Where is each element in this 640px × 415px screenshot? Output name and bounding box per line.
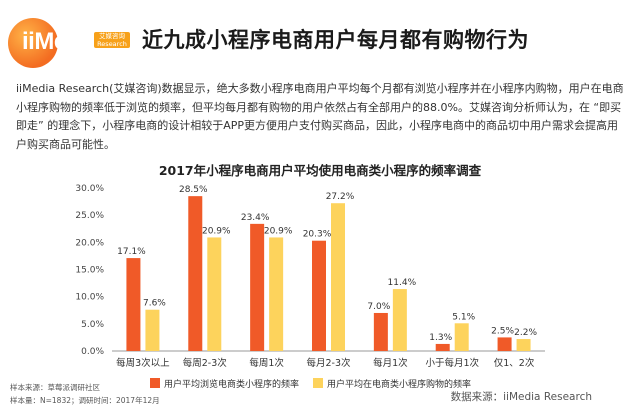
data-label: 2.2% <box>514 328 537 338</box>
bar-series2 <box>145 309 160 351</box>
data-label: 28.5% <box>179 185 208 195</box>
y-tick-label: 25.0% <box>75 211 104 221</box>
logo-badge: 艾媒咨询 Research <box>94 32 130 48</box>
data-source: 数据来源：iiMedia Research <box>450 391 592 403</box>
data-label: 23.4% <box>241 213 270 223</box>
logo-text: iiMedia <box>22 28 100 55</box>
chart-legend: 用户平均浏览电商类小程序的频率 用户平均在电商类小程序购物的频率 <box>150 376 485 390</box>
data-label: 20.9% <box>202 226 231 236</box>
data-label: 2.5% <box>491 326 514 336</box>
sample-size-note: 样本量：N=1832；调研时间：2017年12月 <box>10 396 160 405</box>
data-label: 7.0% <box>367 302 390 312</box>
category-label: 每月1次 <box>373 357 408 369</box>
bar-series1 <box>497 337 512 351</box>
category-label: 小于每月1次 <box>425 357 479 369</box>
y-tick-label: 0.0% <box>81 347 104 357</box>
bar-series1 <box>435 343 450 351</box>
y-tick-label: 5.0% <box>81 320 104 330</box>
page-title: 近九成小程序电商用户每月都有购物行为 <box>142 28 529 52</box>
header: iiMedia 艾媒咨询 Research 近九成小程序电商用户每月都有购物行为 <box>0 0 640 80</box>
bar-series1 <box>373 312 388 351</box>
bar-series1 <box>250 223 265 351</box>
data-label: 20.3% <box>303 230 332 240</box>
category-label: 每周3次以上 <box>116 357 170 369</box>
sample-source-note: 样本来源：草莓派调研社区 <box>10 383 100 392</box>
bar-series1 <box>126 258 141 351</box>
bar-series2 <box>269 237 284 351</box>
bar-series2 <box>392 289 407 351</box>
logo-circle-icon <box>8 18 58 68</box>
iimedia-logo: iiMedia 艾媒咨询 Research <box>8 18 130 68</box>
logo-badge-line1: 艾媒咨询 <box>99 32 125 40</box>
legend-swatch-series1 <box>150 378 160 388</box>
y-tick-label: 30.0% <box>75 184 104 194</box>
category-label: 每月2-3次 <box>306 357 351 369</box>
category-label: 仅1、2次 <box>494 357 535 369</box>
category-label: 每周1次 <box>249 357 284 369</box>
category-label: 每周2-3次 <box>183 357 228 369</box>
legend-item-series1: 用户平均浏览电商类小程序的频率 <box>150 377 299 390</box>
body-paragraph: iiMedia Research(艾媒咨询)数据显示，绝大多数小程序电商用户平均… <box>16 82 624 151</box>
data-label: 1.3% <box>429 333 452 343</box>
data-label: 17.1% <box>117 247 146 257</box>
axis-layer: 0.0% 5.0% 10.0% 15.0% 20.0% 25.0% 30.0% <box>75 184 545 357</box>
data-label: 27.2% <box>326 192 355 202</box>
legend-label-series2: 用户平均在电商类小程序购物的频率 <box>327 379 472 390</box>
bar-series1 <box>188 196 203 351</box>
data-label: 7.6% <box>143 299 166 309</box>
data-label: 11.4% <box>388 278 417 288</box>
y-tick-label: 20.0% <box>75 238 104 248</box>
legend-label-series1: 用户平均浏览电商类小程序的频率 <box>164 379 300 390</box>
y-tick-label: 15.0% <box>75 266 104 276</box>
bar-series2 <box>516 339 531 351</box>
bar-series2 <box>331 203 345 351</box>
y-tick-label: 10.0% <box>75 293 104 303</box>
data-label: 5.1% <box>452 312 475 322</box>
legend-item-series2: 用户平均在电商类小程序购物的频率 <box>313 377 471 390</box>
logo-badge-line2: Research <box>97 40 127 48</box>
bar-series2 <box>207 237 222 351</box>
bar-layer <box>126 196 531 351</box>
data-label: 20.9% <box>264 226 293 236</box>
label-layer: 17.1% 7.6% 每周3次以上 28.5% 20.9% 每周2-3次 23.4% 20.9… <box>116 185 537 369</box>
chart-title: 2017年小程序电商用户平均使用电商类小程序的频率调查 <box>158 163 482 178</box>
legend-swatch-series2 <box>313 378 324 388</box>
bar-series1 <box>312 240 326 351</box>
bar-series2 <box>454 323 469 351</box>
